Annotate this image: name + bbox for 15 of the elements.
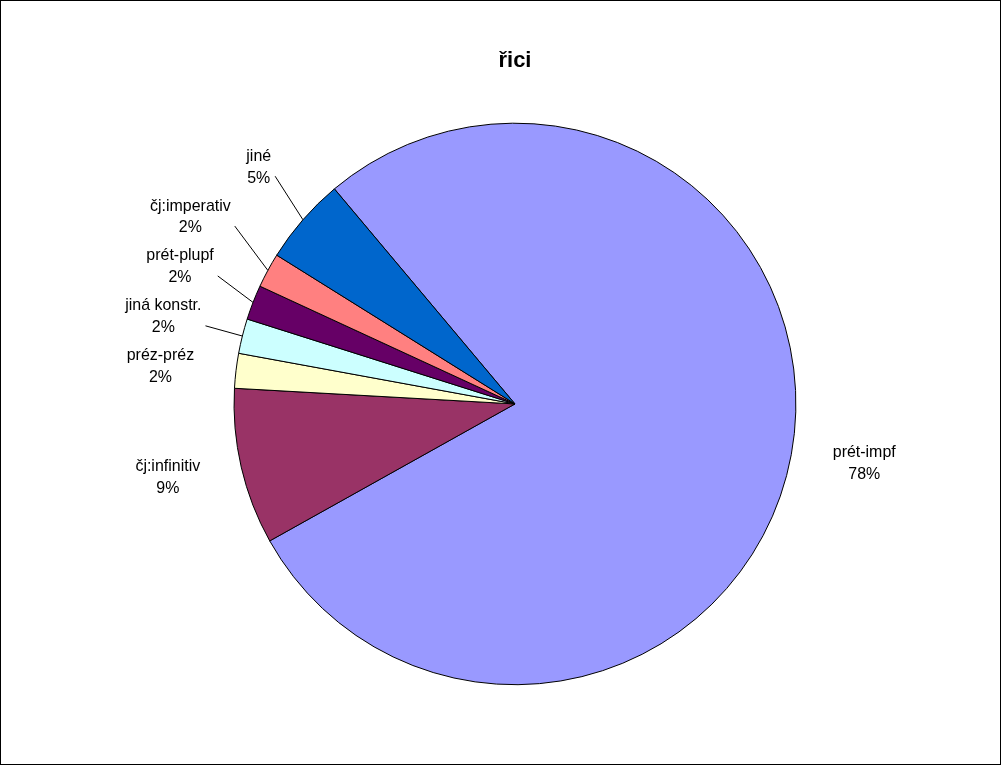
slice-label: prét-plupf	[146, 246, 215, 264]
data-label: 78%	[848, 464, 881, 482]
data-label: 2%	[151, 318, 175, 336]
slice-label: čj:imperativ	[150, 196, 231, 214]
data-label: 9%	[156, 478, 180, 496]
data-label: 2%	[148, 368, 172, 386]
slice-label: čj:infinitiv	[135, 457, 201, 474]
data-label: 2%	[178, 218, 202, 236]
slice-label: préz-préz	[126, 346, 195, 364]
slice-label: jiná konstr.	[124, 296, 202, 314]
slice-label: prét-impf	[832, 442, 897, 460]
chart-title: řici	[498, 46, 532, 72]
slice-label: jiné	[245, 146, 272, 164]
data-label: 2%	[168, 268, 192, 286]
data-label: 5%	[247, 168, 271, 186]
